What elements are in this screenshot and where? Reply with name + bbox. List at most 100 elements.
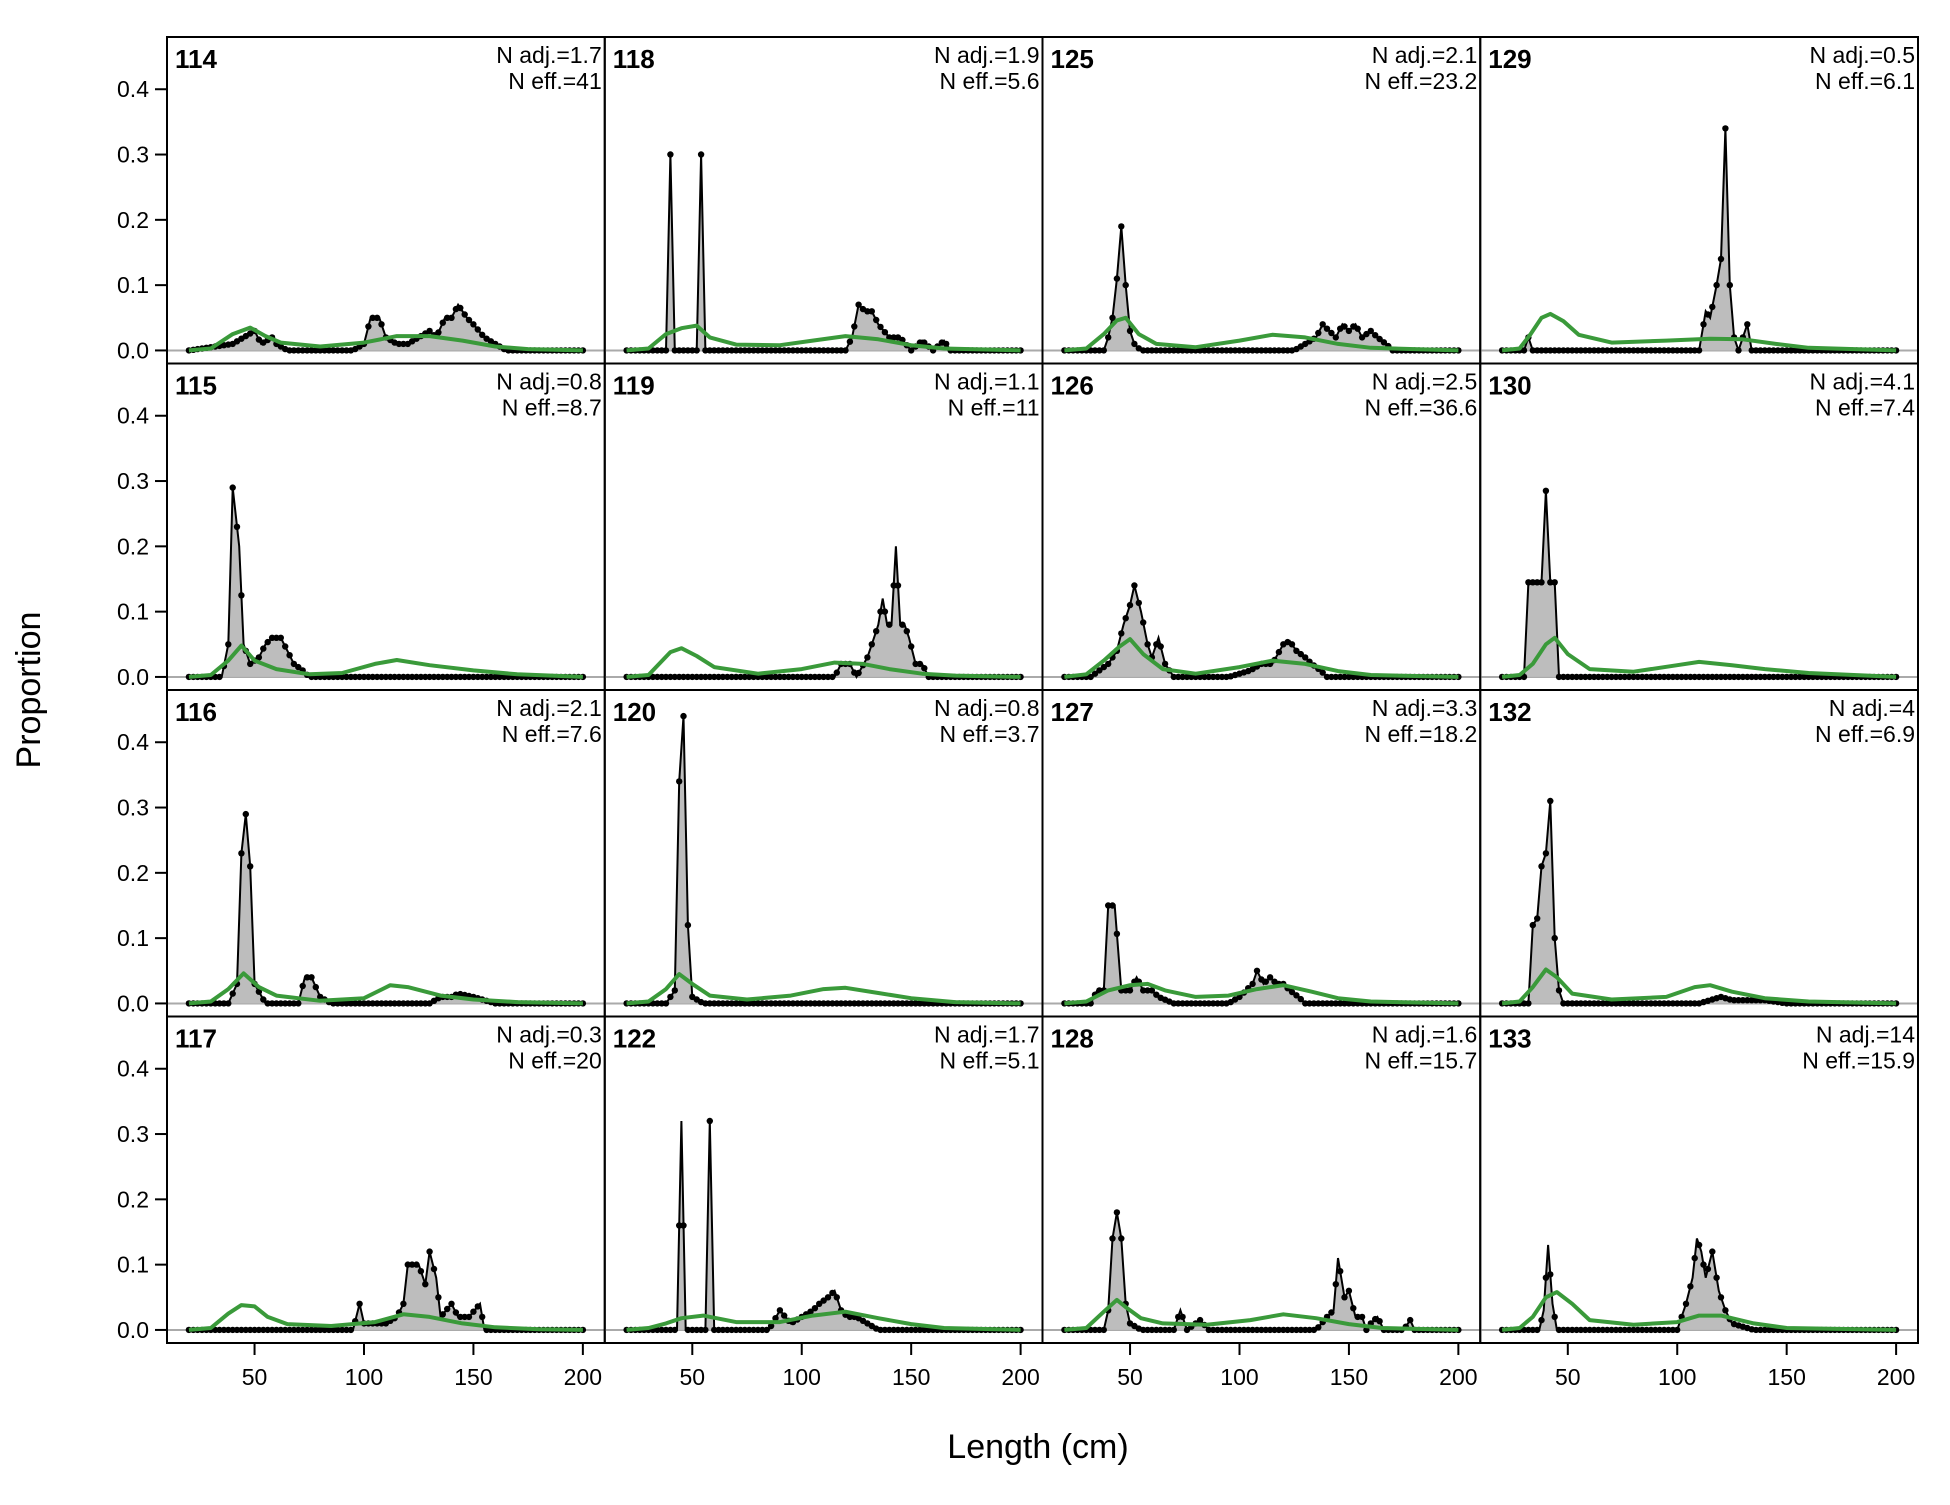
- observed-point: [1293, 647, 1300, 654]
- observed-point: [711, 1326, 718, 1334]
- observed-point: [1682, 347, 1690, 354]
- observed-point: [654, 1000, 661, 1007]
- observed-point: [1625, 673, 1633, 681]
- observed-point: [1564, 673, 1572, 681]
- observed-point: [1582, 347, 1589, 354]
- observed-point: [833, 669, 840, 676]
- observed-point: [1639, 1000, 1646, 1007]
- observed-point: [903, 1326, 910, 1334]
- observed-point: [846, 338, 854, 345]
- observed-point: [1227, 347, 1234, 354]
- observed-point: [1551, 579, 1558, 586]
- observed-point: [824, 347, 832, 354]
- observed-point: [413, 1000, 420, 1007]
- expected-line: [626, 972, 1021, 1006]
- observed-point: [1214, 1326, 1221, 1334]
- observed-point: [921, 665, 928, 672]
- observed-point: [1674, 1000, 1681, 1007]
- observed-point: [802, 347, 810, 354]
- y-axis-title: Proportion: [10, 612, 48, 769]
- observed-point: [908, 1000, 915, 1007]
- observed-point: [373, 314, 381, 321]
- observed-point: [1569, 1326, 1576, 1334]
- observed-point: [1284, 1326, 1291, 1334]
- n-adj-label: N adj.=0.8: [496, 369, 602, 395]
- observed-point: [1674, 347, 1681, 354]
- observed-point: [238, 592, 245, 599]
- observed-point: [1245, 1326, 1252, 1334]
- observed-point: [1520, 673, 1528, 681]
- observed-point: [1170, 673, 1178, 681]
- observed-point: [321, 347, 328, 354]
- observed-point: [750, 1000, 757, 1007]
- panel-132: 132 N adj.=4N eff.=6.9: [1479, 689, 1919, 1018]
- observed-point: [1332, 1000, 1340, 1007]
- observed-point: [1678, 347, 1685, 354]
- observed-point: [877, 323, 884, 331]
- n-adj-label: N adj.=0.3: [496, 1022, 602, 1048]
- observed-point: [282, 1000, 289, 1007]
- observed-point: [1761, 673, 1769, 681]
- observed-point: [1153, 347, 1160, 354]
- observed-point: [1752, 1326, 1760, 1334]
- observed-point: [378, 673, 385, 681]
- observed-point: [1682, 673, 1690, 681]
- observed-point: [1100, 347, 1108, 354]
- observed-point: [312, 983, 319, 991]
- observed-point: [1617, 347, 1624, 354]
- observed-point: [1621, 347, 1628, 354]
- observed-point: [1275, 347, 1283, 354]
- observed-point: [798, 347, 805, 354]
- x-tick-label: 150: [454, 1364, 492, 1390]
- observed-point: [465, 673, 473, 681]
- expected-line: [1064, 981, 1459, 1006]
- observed-point: [352, 673, 359, 681]
- observed-point: [1577, 1326, 1585, 1334]
- observed-point: [1100, 1326, 1108, 1334]
- observed-point: [1700, 321, 1707, 328]
- observed-point: [824, 1294, 832, 1301]
- observed-point: [846, 1000, 854, 1007]
- observed-point: [1704, 1265, 1712, 1273]
- observed-point: [654, 673, 661, 681]
- observed-point: [868, 1000, 875, 1007]
- observed-point: [1157, 643, 1164, 650]
- observed-point: [1179, 1313, 1186, 1321]
- observed-point: [1665, 1000, 1672, 1007]
- observed-point: [1214, 1000, 1221, 1007]
- observed-point: [1665, 673, 1672, 681]
- observed-point: [470, 1308, 477, 1315]
- observed-point: [1337, 1268, 1344, 1275]
- observed-point: [1210, 673, 1217, 681]
- observed-point: [1126, 987, 1134, 994]
- observed-point: [1214, 347, 1221, 354]
- observed-point: [1691, 1000, 1698, 1007]
- observed-point: [1569, 673, 1576, 681]
- observed-point: [356, 673, 363, 681]
- observed-point: [1691, 347, 1698, 354]
- observed-point: [1293, 1326, 1300, 1334]
- observed-point: [439, 1311, 446, 1318]
- n-eff-label: N eff.=3.7: [940, 721, 1040, 747]
- observed-point: [662, 1000, 670, 1007]
- observed-point: [470, 321, 477, 328]
- y-tick-label: 0.2: [117, 1186, 149, 1212]
- observed-point: [1555, 673, 1563, 681]
- observed-point: [776, 1307, 784, 1314]
- observed-point: [1656, 1000, 1663, 1007]
- observed-point: [728, 1000, 735, 1007]
- observed-point: [824, 1000, 832, 1007]
- observed-point: [220, 1000, 228, 1007]
- observed-point: [1140, 619, 1147, 626]
- observed-point: [1639, 347, 1646, 354]
- panel-125: 125 N adj.=2.1N eff.=23.2: [1041, 36, 1482, 365]
- expected-line: [1501, 1290, 1897, 1332]
- n-eff-label: N eff.=6.9: [1815, 721, 1915, 747]
- y-tick-label: 0.4: [117, 403, 149, 429]
- panel-119: 119 N adj.=1.1N eff.=11: [603, 362, 1044, 691]
- observed-point: [273, 634, 280, 641]
- observed-point: [702, 1326, 709, 1334]
- observed-point: [1113, 1209, 1121, 1216]
- observed-point: [1236, 347, 1243, 354]
- observed-point: [943, 340, 950, 348]
